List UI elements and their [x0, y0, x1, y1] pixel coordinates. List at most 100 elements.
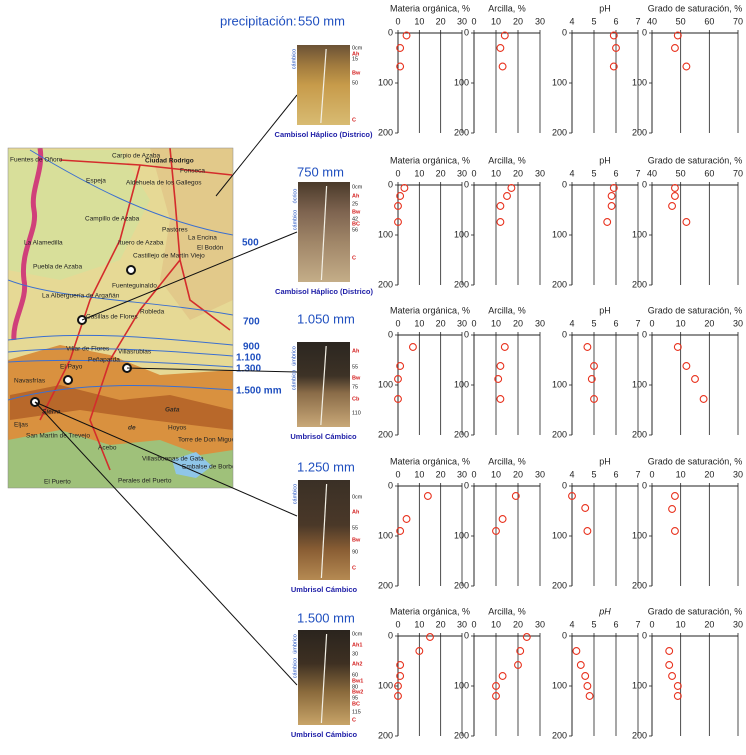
x-tick-label: 0 — [395, 619, 400, 629]
y-tick-label: 200 — [378, 279, 393, 289]
profile-name: Umbrisol Cámbico — [291, 730, 358, 739]
data-point — [496, 44, 505, 52]
data-point — [396, 661, 405, 669]
horizon-label: 95 — [352, 695, 358, 701]
data-point — [396, 527, 405, 535]
chart: Grado de saturación, % 40 50 60 70 0 100 200 — [632, 3, 743, 137]
y-tick-label: 0 — [464, 27, 469, 37]
y-tick-label: 100 — [454, 379, 469, 389]
x-tick-label: 7 — [635, 318, 640, 328]
data-point — [423, 492, 432, 500]
data-point — [500, 31, 509, 40]
y-tick-label: 100 — [552, 530, 567, 540]
x-tick-label: 30 — [733, 469, 743, 479]
data-point — [394, 692, 402, 700]
chart-title: Arcilla, % — [488, 606, 526, 616]
map-isohyet — [8, 348, 233, 357]
data-point — [396, 62, 405, 71]
x-tick-label: 5 — [591, 168, 596, 178]
x-tick-label: 10 — [676, 469, 686, 479]
x-tick-label: 7 — [635, 16, 640, 26]
data-point — [603, 218, 612, 226]
data-point — [498, 672, 507, 680]
y-tick-label: 200 — [454, 279, 469, 289]
x-tick-label: 0 — [649, 469, 654, 479]
y-tick-label: 100 — [454, 680, 469, 690]
chart-title: Grado de saturación, % — [648, 305, 743, 315]
x-tick-label: 10 — [676, 619, 686, 629]
data-point — [670, 492, 679, 500]
x-tick-label: 5 — [591, 16, 596, 26]
place-label: La Alamedilla — [24, 240, 63, 247]
x-tick-label: 10 — [491, 318, 501, 328]
chart-title: Grado de saturación, % — [648, 155, 743, 165]
y-tick-label: 0 — [388, 480, 393, 490]
data-point — [394, 218, 402, 226]
x-tick-label: 6 — [613, 16, 618, 26]
data-point — [511, 492, 520, 500]
x-tick-label: 30 — [733, 318, 743, 328]
data-point — [665, 661, 674, 669]
diagnostic-horizon: cámbico — [292, 210, 298, 230]
y-tick-label: 200 — [378, 580, 393, 590]
x-tick-label: 30 — [535, 318, 545, 328]
place-label: Perales del Puerto — [118, 478, 172, 485]
x-tick-label: 0 — [395, 469, 400, 479]
x-tick-label: 6 — [613, 469, 618, 479]
horizon-label: 0cm — [352, 184, 363, 190]
horizon-label: C — [352, 117, 356, 123]
diagnostic-horizon: ócrico — [292, 189, 298, 204]
horizon-label: 80 — [352, 684, 358, 690]
place-label: Carpio de Azaba — [112, 153, 160, 160]
y-tick-label: 200 — [552, 730, 567, 740]
precipitation-label: precipitación: — [220, 13, 297, 28]
place-label: Peñaparda — [88, 357, 120, 364]
chart-title: Arcilla, % — [488, 305, 526, 315]
place-label: Torre de Don Miguel — [178, 437, 237, 444]
data-point — [682, 62, 691, 71]
horizon-label: Bw — [352, 375, 361, 381]
x-tick-label: 10 — [414, 619, 424, 629]
data-point — [396, 362, 405, 370]
horizon-label: 0cm — [352, 631, 363, 637]
horizon-label: Bw — [352, 70, 361, 76]
data-point — [496, 202, 505, 210]
chart-title: Arcilla, % — [488, 456, 526, 466]
x-tick-label: 10 — [414, 168, 424, 178]
y-tick-label: 0 — [642, 630, 647, 640]
data-point — [699, 395, 708, 403]
data-point — [394, 202, 402, 210]
x-tick-label: 30 — [733, 619, 743, 629]
x-tick-label: 20 — [513, 16, 523, 26]
profile-name: Cambisol Háplico (Districo) — [275, 287, 373, 296]
connector — [34, 401, 298, 517]
place-label: Villasbuenas de Gata — [142, 456, 204, 463]
y-tick-label: 100 — [378, 379, 393, 389]
chart-title: pH — [599, 3, 611, 13]
x-tick-label: 20 — [436, 168, 446, 178]
x-tick-label: 0 — [395, 168, 400, 178]
x-tick-label: 20 — [704, 619, 714, 629]
y-tick-label: 100 — [378, 530, 393, 540]
isohyet-label: 1.100 — [236, 353, 261, 364]
x-tick-label: 10 — [414, 469, 424, 479]
y-tick-label: 200 — [454, 429, 469, 439]
horizon-label: 55 — [352, 364, 358, 370]
chart-title: Grado de saturación, % — [648, 456, 743, 466]
horizon-label: C — [352, 717, 356, 723]
x-tick-label: 0 — [471, 16, 476, 26]
place-label: La Alberguería de Argañán — [42, 293, 120, 300]
site-marker — [126, 265, 136, 275]
x-tick-label: 5 — [591, 469, 596, 479]
precipitation: 1.500 mm — [297, 610, 355, 625]
x-tick-label: 7 — [635, 619, 640, 629]
place-label: Ciudad Rodrigo — [145, 158, 194, 165]
x-tick-label: 10 — [676, 318, 686, 328]
map-ridge — [10, 385, 233, 430]
place-label: Ituero de Azaba — [118, 240, 164, 247]
y-tick-label: 0 — [388, 27, 393, 37]
